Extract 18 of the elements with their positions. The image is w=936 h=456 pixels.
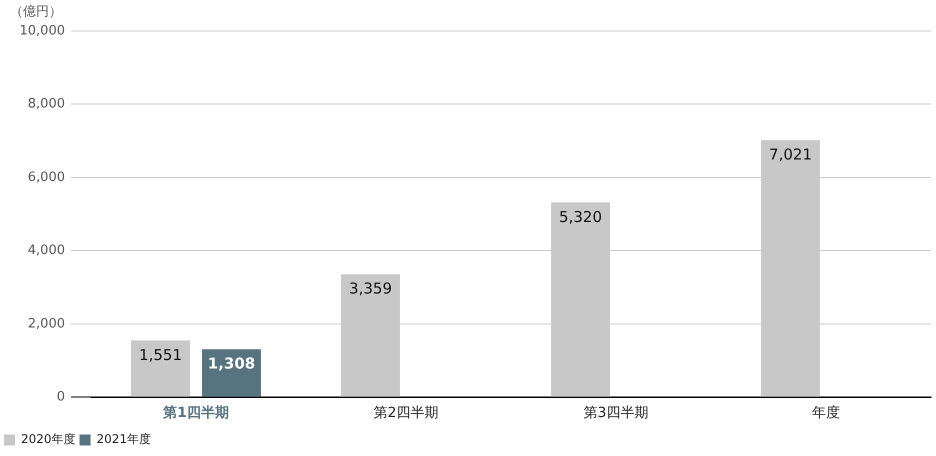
y-tick-label: 0 xyxy=(56,390,65,405)
data-label: 5,320 xyxy=(559,208,602,226)
legend-label: 2020年度 xyxy=(21,432,76,446)
data-label: 3,359 xyxy=(349,280,392,298)
y-tick-label: 10,000 xyxy=(20,23,65,38)
y-tick-label: 4,000 xyxy=(28,243,65,258)
data-label: 1,308 xyxy=(208,354,256,373)
y-tick-label: 8,000 xyxy=(28,96,65,112)
y-tick-label: 2,000 xyxy=(28,316,65,332)
x-tick-label: 第3四半期 xyxy=(584,405,648,422)
data-label: 7,021 xyxy=(769,145,812,164)
legend-label: 2021年度 xyxy=(96,432,152,446)
y-tick-label: 6,000 xyxy=(28,170,65,185)
x-tick-label: 第2四半期 xyxy=(374,405,438,422)
y-axis-title: （億円） xyxy=(10,4,62,20)
x-tick-label: 年度 xyxy=(812,405,840,422)
x-tick-label: 第1四半期 xyxy=(162,405,229,422)
data-label: 1,551 xyxy=(139,346,182,364)
